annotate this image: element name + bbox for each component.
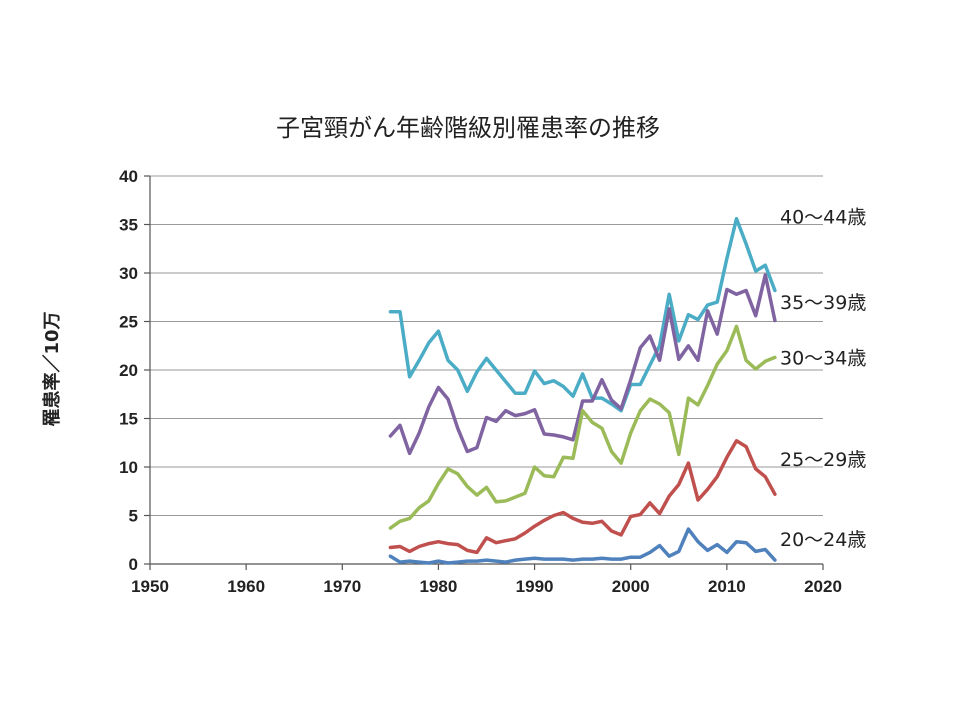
x-tick-label: 1960 [227,577,265,596]
series-label: 40〜44歳 [780,207,866,229]
series-label: 35〜39歳 [780,292,866,314]
y-tick-label: 10 [119,458,138,477]
series-line [388,527,777,565]
y-tick-label: 25 [119,313,138,332]
series-label: 25〜29歳 [780,449,866,471]
series-line [388,216,777,413]
series-line [388,324,777,530]
gridlines [149,175,823,565]
x-tick-label: 2020 [804,577,842,596]
series-line [388,439,777,555]
x-tick-label: 1950 [131,577,169,596]
x-tick-label: 1980 [420,577,458,596]
y-tick-label: 0 [129,555,138,574]
y-axis-ticks: 0 5 10 15 20 25 30 35 40 [119,167,150,574]
x-tick-label: 2000 [612,577,650,596]
y-tick-label: 35 [119,216,138,235]
y-axis-label: 罹患率／10万 [41,311,63,426]
y-tick-label: 5 [129,507,138,526]
series-line [388,273,777,456]
y-tick-label: 40 [119,167,138,186]
x-axis-ticks: 1950 1960 1970 1980 1990 2000 2010 2020 [131,564,842,596]
y-tick-label: 15 [119,410,138,429]
x-tick-label: 1990 [516,577,554,596]
x-tick-label: 1970 [323,577,361,596]
y-tick-label: 30 [119,264,138,283]
series-label: 20〜24歳 [780,529,866,551]
series-label: 30〜34歳 [780,347,866,369]
series-lines [388,216,777,565]
chart-title: 子宮頸がん年齢階級別罹患率の推移 [276,114,660,142]
series-labels: 40〜44歳 35〜39歳 30〜34歳 25〜29歳 20〜24歳 [780,207,866,551]
x-tick-label: 2010 [708,577,746,596]
y-tick-label: 20 [119,361,138,380]
